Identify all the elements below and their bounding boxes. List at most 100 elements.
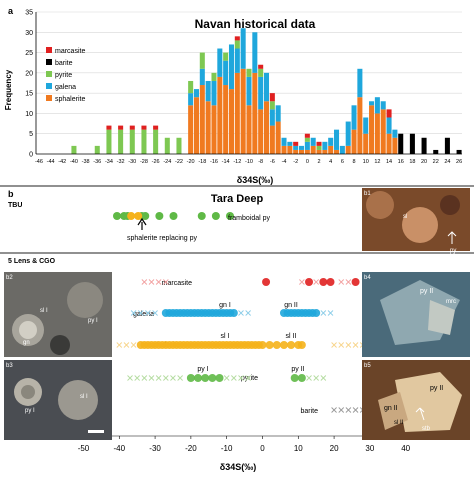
- photo-b3-tag: b3: [6, 363, 13, 369]
- point-marcasite: [305, 278, 314, 286]
- photo-b3-label-py: py I: [25, 408, 35, 414]
- bar-segment-galena: [205, 80, 211, 102]
- bar-segment-sphalerite: [240, 68, 246, 154]
- cross-mark: [152, 310, 158, 316]
- cross-mark: [141, 375, 148, 381]
- cross-mark: [238, 375, 244, 381]
- x-tick-label: -18: [198, 159, 206, 165]
- point-marcasite: [262, 278, 271, 286]
- x-tick-label: -30: [128, 159, 136, 165]
- cross-mark: [148, 375, 155, 381]
- tbu-point-pyrite: [211, 212, 220, 220]
- cross-mark: [245, 375, 251, 381]
- arrow-icon: [137, 217, 147, 230]
- bar-segment-sphalerite: [211, 105, 217, 154]
- bar-segment-galena: [310, 137, 316, 146]
- x-tick-label: -42: [58, 159, 66, 165]
- bar-segment-sphalerite: [293, 149, 299, 154]
- x-tick-label: 0: [260, 444, 265, 453]
- group-gn-i: gn I: [219, 302, 231, 309]
- bar-segment-pyrite: [188, 80, 194, 94]
- tbu-point-pyrite: [141, 212, 150, 220]
- photo-b3-label-sl: sl I: [80, 394, 88, 400]
- bar-segment-sphalerite: [351, 129, 357, 154]
- x-tick-label: -50: [78, 444, 90, 453]
- x-tick-label: 10: [294, 444, 303, 453]
- x-tick-label: 26: [456, 159, 462, 165]
- x-tick-label: 22: [433, 159, 439, 165]
- bar-segment-pyrite: [258, 68, 264, 77]
- cross-mark: [299, 279, 305, 285]
- bar-segment-sphalerite: [392, 137, 398, 154]
- bar-segment-galena: [211, 80, 217, 106]
- photo-b1-tag: b1: [364, 191, 371, 197]
- photo-b5-label-sl: sl II: [394, 420, 404, 426]
- legend-label-pyrite: pyrite: [55, 72, 72, 79]
- lens-cgo-label: 5 Lens & CGO: [8, 258, 56, 265]
- tbu-point-pyrite: [155, 212, 164, 220]
- cross-mark: [177, 375, 183, 381]
- point-marcasite: [326, 278, 335, 286]
- bar-segment-galena: [369, 101, 375, 106]
- point-galena: [229, 309, 238, 317]
- bar-segment-sphalerite: [263, 101, 270, 154]
- bar-segment-pyrite: [71, 145, 77, 154]
- bar-segment-sphalerite: [193, 97, 199, 154]
- bar-segment-pyrite: [223, 52, 229, 61]
- bar-segment-marcasite: [118, 125, 124, 130]
- bar-segment-sphalerite: [369, 105, 375, 154]
- cross-mark: [331, 342, 337, 348]
- bar-segment-marcasite: [293, 141, 299, 146]
- cross-mark: [231, 375, 237, 381]
- bar-segment-marcasite: [316, 141, 322, 146]
- bar-segment-sphalerite: [223, 85, 229, 154]
- bar-segment-sphalerite: [363, 133, 369, 154]
- panel-a-letter: a: [8, 6, 14, 16]
- legend-label-barite: barite: [55, 60, 73, 67]
- x-tick-label: 30: [365, 444, 374, 453]
- chart-a-y-tick-labels: 0 5 10 15 20 25 30 35: [25, 10, 33, 159]
- tbu-point-pyrite: [197, 212, 206, 220]
- chart-a-title: Navan historical data: [195, 17, 316, 31]
- chart-a-ylabel: Frequency: [4, 69, 13, 110]
- x-tick-label: -40: [70, 159, 78, 165]
- chart-a-legend: marcasite barite pyrite galena sphalerite: [46, 47, 85, 103]
- group-sl-i: sl I: [221, 333, 230, 340]
- bar-segment-galena: [275, 105, 281, 122]
- x-tick-label: -22: [175, 159, 183, 165]
- bar-segment-pyrite: [164, 137, 170, 154]
- y-tick-label: 0: [29, 152, 33, 159]
- bar-segment-pyrite: [304, 137, 310, 142]
- x-tick-label: -10: [245, 159, 253, 165]
- photo-b2-tag: b2: [6, 275, 13, 281]
- bar-segment-galena: [328, 137, 334, 146]
- bar-segment-galena: [392, 129, 398, 138]
- x-tick-label: 4: [329, 159, 332, 165]
- x-tick-label: -44: [47, 159, 55, 165]
- bar-segment-marcasite: [269, 93, 275, 102]
- x-tick-label: 6: [341, 159, 344, 165]
- bar-segment-galena: [228, 44, 235, 90]
- bar-segment-galena: [217, 48, 223, 77]
- legend-label-marcasite: marcasite: [55, 48, 85, 55]
- x-tick-label: -24: [163, 159, 171, 165]
- x-tick-label: 40: [401, 444, 410, 453]
- bar-segment-sphalerite: [269, 125, 275, 154]
- bar-segment-sphalerite: [234, 72, 240, 154]
- x-tick-label: -30: [149, 444, 161, 453]
- bar-segment-galena: [240, 28, 246, 69]
- row-label-marcasite: marcasite: [162, 280, 192, 287]
- bar-segment-barite: [398, 133, 404, 154]
- bar-segment-barite: [421, 137, 427, 154]
- bar-segment-sphalerite: [374, 113, 380, 154]
- group-py-ii: py II: [291, 366, 304, 373]
- cross-mark: [338, 407, 345, 413]
- x-tick-label: 14: [386, 159, 392, 165]
- x-tick-label: 18: [409, 159, 415, 165]
- bar-segment-sphalerite: [199, 85, 205, 154]
- bar-segment-barite: [444, 137, 450, 154]
- bar-segment-sphalerite: [246, 105, 252, 154]
- bar-segment-sphalerite: [275, 121, 281, 154]
- bar-segment-pyrite: [316, 145, 322, 150]
- legend-label-galena: galena: [55, 84, 76, 91]
